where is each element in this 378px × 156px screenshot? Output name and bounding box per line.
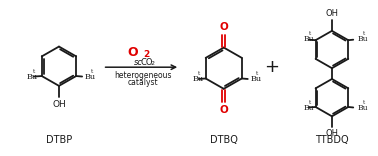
Text: Bu: Bu bbox=[304, 104, 314, 112]
Text: Bu: Bu bbox=[27, 73, 38, 81]
Text: Bu: Bu bbox=[193, 76, 204, 83]
Text: sc: sc bbox=[135, 58, 143, 67]
Text: 2: 2 bbox=[143, 50, 150, 59]
Text: Bu: Bu bbox=[251, 76, 262, 83]
Text: DTBP: DTBP bbox=[46, 135, 72, 145]
Text: Bu: Bu bbox=[304, 35, 314, 43]
Text: t: t bbox=[33, 69, 35, 74]
Text: O: O bbox=[219, 105, 228, 115]
Text: Bu: Bu bbox=[85, 73, 96, 81]
Text: OH: OH bbox=[52, 100, 66, 109]
Text: t: t bbox=[91, 69, 93, 74]
Text: CO: CO bbox=[140, 58, 153, 67]
Text: Bu: Bu bbox=[357, 104, 368, 112]
Text: 2: 2 bbox=[151, 61, 155, 66]
Text: O: O bbox=[219, 22, 228, 32]
Text: DTBQ: DTBQ bbox=[210, 135, 238, 145]
Text: heterogeneous: heterogeneous bbox=[115, 71, 172, 80]
Text: OH: OH bbox=[325, 129, 338, 138]
Text: Bu: Bu bbox=[357, 35, 368, 43]
Text: TTBDQ: TTBDQ bbox=[315, 135, 349, 145]
Text: catalyst: catalyst bbox=[128, 78, 159, 87]
Text: t: t bbox=[256, 71, 259, 76]
Text: t: t bbox=[309, 31, 311, 36]
Text: t: t bbox=[198, 71, 200, 76]
Text: t: t bbox=[363, 31, 365, 36]
Text: +: + bbox=[264, 58, 279, 76]
Text: OH: OH bbox=[325, 9, 338, 18]
Text: O: O bbox=[128, 46, 138, 59]
Text: t: t bbox=[363, 100, 365, 105]
Text: t: t bbox=[309, 100, 311, 105]
